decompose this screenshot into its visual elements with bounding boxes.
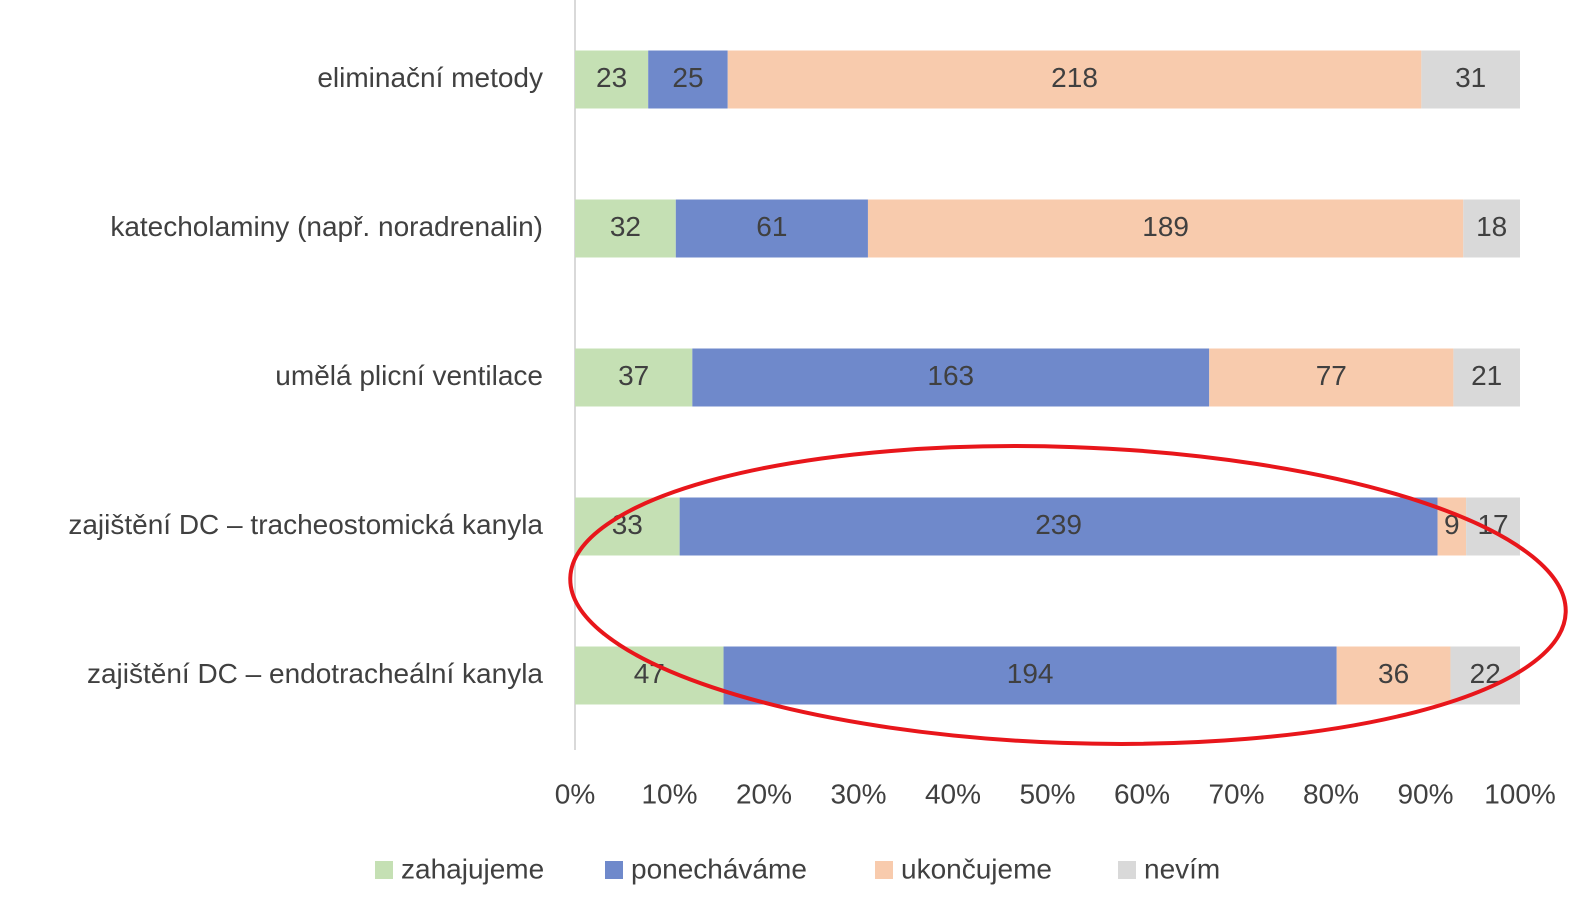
x-tick-label: 100% [1484, 778, 1556, 809]
data-label: 239 [1035, 509, 1082, 540]
bar-segment [575, 497, 680, 556]
bar-segment [648, 50, 728, 109]
data-label: 61 [756, 211, 787, 242]
data-label: 37 [618, 360, 649, 391]
bar-segment [692, 348, 1210, 407]
bar-segment [723, 646, 1337, 705]
data-label: 9 [1444, 509, 1460, 540]
bar-segment [1450, 646, 1520, 705]
legend-swatch [605, 861, 623, 879]
y-tick-label: eliminační metody [317, 62, 543, 93]
legend-label: ukončujeme [901, 853, 1052, 884]
x-tick-label: 10% [641, 778, 697, 809]
y-tick-label: zajištění DC – endotracheální kanyla [87, 658, 543, 689]
bar-segment [575, 50, 649, 109]
bar-segment [1336, 646, 1451, 705]
bar-segment [1209, 348, 1454, 407]
highlight-ellipse [568, 444, 1568, 746]
bar-segment [1466, 497, 1520, 556]
data-label: 163 [927, 360, 974, 391]
plot: 0% 10% 20% 30% 40% 50% 60% 70% 80% 90% 100% elimina… [68, 50, 1556, 884]
y-tick-label: katecholaminy (např. noradrenalin) [110, 211, 543, 242]
data-label: 218 [1051, 62, 1098, 93]
x-tick-label: 60% [1114, 778, 1170, 809]
legend-label: zahajujeme [401, 853, 544, 884]
bar-segment [727, 50, 1422, 109]
data-label: 32 [610, 211, 641, 242]
legend-swatch [1118, 861, 1136, 879]
x-tick-label: 0% [555, 778, 595, 809]
y-tick-label: zajištění DC – tracheostomická kanyla [68, 509, 543, 540]
y-tick-label: umělá plicní ventilace [275, 360, 543, 391]
data-label: 194 [1007, 658, 1054, 689]
data-label: 189 [1142, 211, 1189, 242]
bar-segment [1421, 50, 1520, 109]
x-tick-label: 80% [1303, 778, 1359, 809]
bar-segment [575, 199, 676, 258]
data-label: 36 [1378, 658, 1409, 689]
x-tick-label: 20% [736, 778, 792, 809]
legend-swatch [375, 861, 393, 879]
bar-segment [675, 199, 868, 258]
data-label: 77 [1316, 360, 1347, 391]
data-label: 23 [596, 62, 627, 93]
data-label: 18 [1476, 211, 1507, 242]
bar-segment [575, 646, 724, 705]
data-label: 25 [672, 62, 703, 93]
x-tick-label: 70% [1208, 778, 1264, 809]
bar-segment [1437, 497, 1467, 556]
x-tick-label: 30% [830, 778, 886, 809]
bar-segment [679, 497, 1438, 556]
data-label: 21 [1471, 360, 1502, 391]
legend-label: nevím [1144, 853, 1220, 884]
bar-segment [1463, 199, 1520, 258]
bar-segment [867, 199, 1464, 258]
bar-segment [1453, 348, 1520, 407]
bar-segment [575, 348, 693, 407]
x-tick-label: 40% [925, 778, 981, 809]
data-label: 31 [1455, 62, 1486, 93]
x-tick-label: 90% [1397, 778, 1453, 809]
legend-label: ponecháváme [631, 853, 807, 884]
legend-swatch [875, 861, 893, 879]
x-tick-label: 50% [1019, 778, 1075, 809]
